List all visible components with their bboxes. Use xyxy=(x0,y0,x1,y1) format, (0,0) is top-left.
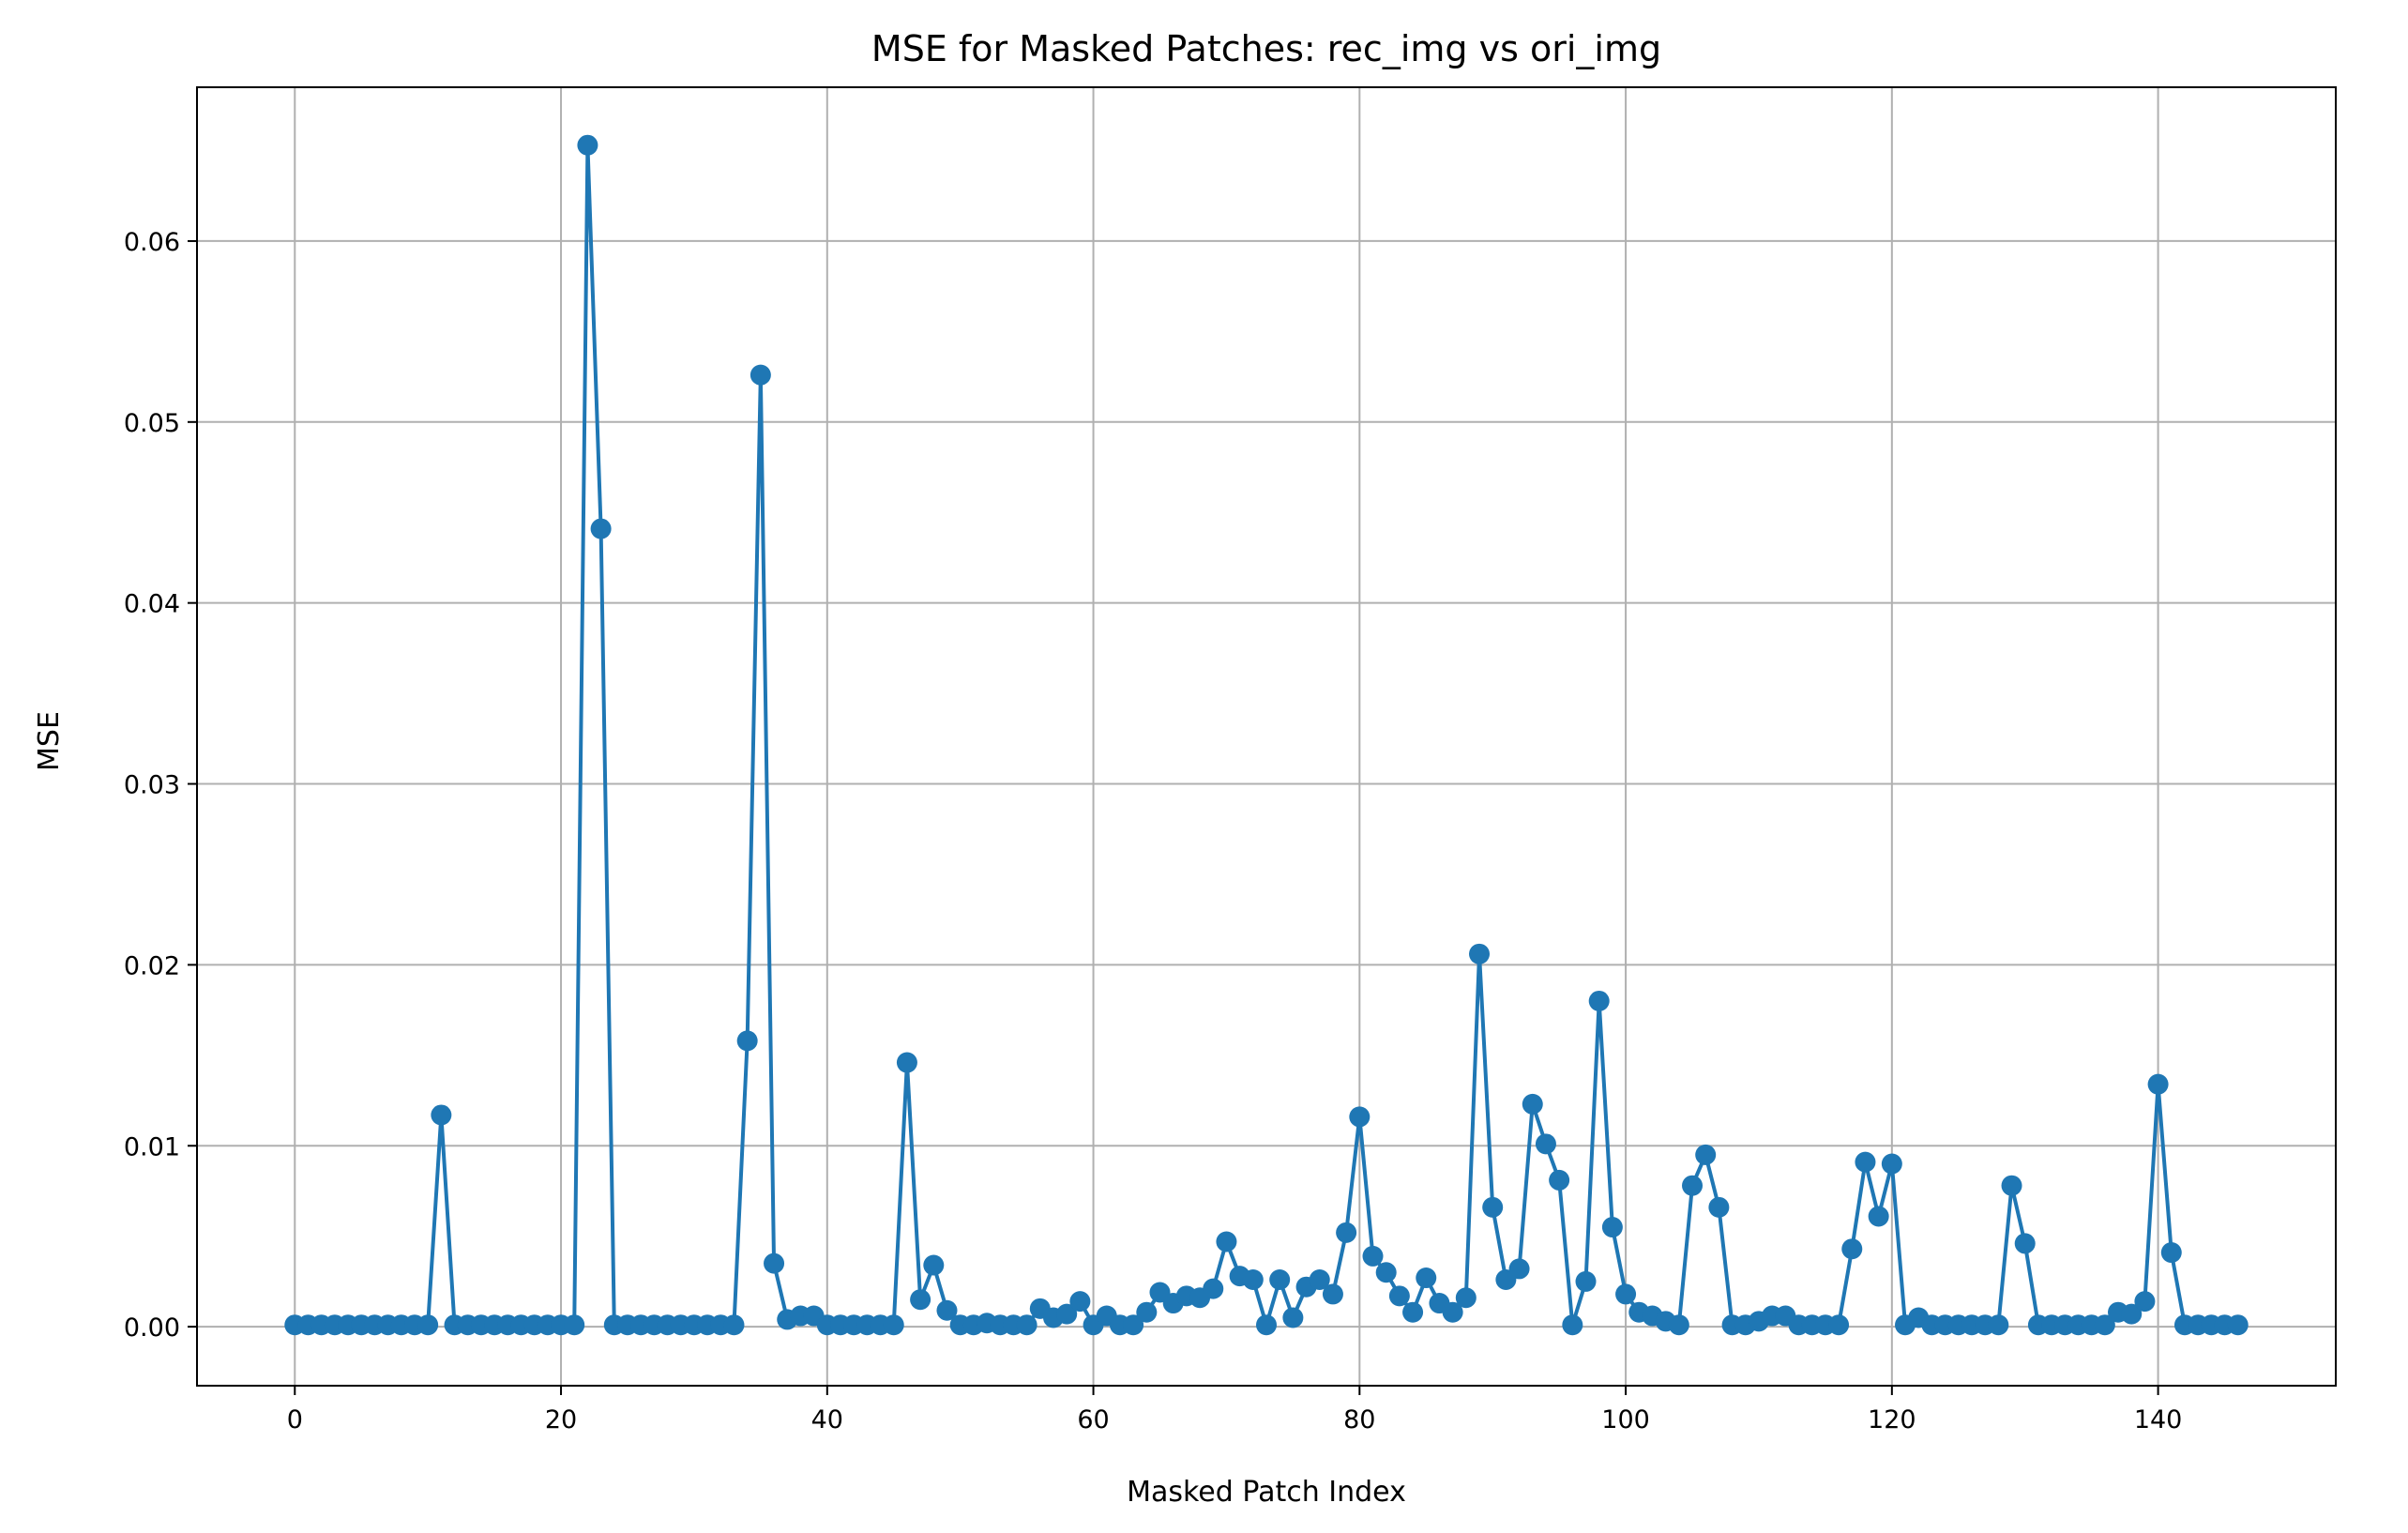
y-tick-label: 0.06 xyxy=(124,228,180,257)
data-point xyxy=(2094,1314,2115,1336)
axis-ticks: 0 20 40 60 80 100 120 140 0.00 0.01 0.02 0.03 0.04 0.… xyxy=(124,228,2182,1434)
y-tick-label: 0.04 xyxy=(124,590,180,619)
y-tick-label: 0.05 xyxy=(124,409,180,438)
data-point xyxy=(1336,1222,1357,1243)
data-point xyxy=(577,134,598,156)
data-point xyxy=(1615,1283,1637,1305)
data-point xyxy=(2134,1291,2156,1313)
data-point xyxy=(1601,1217,1623,1238)
data-point xyxy=(1469,943,1491,964)
chart-title: MSE for Masked Patches: rec_img vs ori_i… xyxy=(871,28,1661,69)
data-point xyxy=(1575,1270,1597,1292)
y-tick-label: 0.00 xyxy=(124,1313,180,1343)
x-tick-label: 120 xyxy=(1868,1405,1916,1434)
x-tick-label: 80 xyxy=(1343,1405,1375,1434)
x-tick-label: 100 xyxy=(1601,1405,1650,1434)
data-point xyxy=(1668,1314,1689,1336)
x-tick-label: 40 xyxy=(811,1405,843,1434)
data-point xyxy=(1881,1153,1902,1175)
data-point xyxy=(2160,1242,2182,1264)
data-point xyxy=(936,1299,958,1321)
data-point xyxy=(2121,1303,2143,1325)
data-point xyxy=(2001,1175,2022,1196)
plot-frame xyxy=(196,86,2337,1387)
data-point xyxy=(910,1289,931,1311)
data-point xyxy=(1388,1285,1410,1307)
data-point xyxy=(1588,990,1610,1011)
data-point xyxy=(1841,1238,1863,1260)
y-tick-label: 0.03 xyxy=(124,771,180,800)
data-point xyxy=(1562,1314,1583,1336)
data-point xyxy=(750,364,771,386)
data-point xyxy=(723,1314,745,1336)
data-point xyxy=(1256,1314,1277,1336)
data-point xyxy=(1682,1175,1704,1196)
x-tick-label: 60 xyxy=(1077,1405,1109,1434)
data-point xyxy=(1508,1258,1530,1280)
data-point xyxy=(2014,1233,2036,1254)
data-point xyxy=(1362,1245,1384,1267)
data-series xyxy=(284,134,2249,1336)
data-point xyxy=(1455,1287,1477,1309)
y-tick-label: 0.02 xyxy=(124,951,180,980)
data-point xyxy=(923,1254,945,1276)
data-point xyxy=(1522,1093,1543,1115)
data-point xyxy=(883,1314,904,1336)
y-axis-label: MSE xyxy=(33,711,66,771)
data-point xyxy=(1402,1301,1424,1323)
data-point xyxy=(1269,1268,1291,1290)
data-point xyxy=(1136,1301,1158,1323)
data-point xyxy=(1828,1314,1850,1336)
data-point xyxy=(1375,1262,1397,1283)
data-point xyxy=(1988,1314,2009,1336)
data-point xyxy=(564,1314,585,1336)
data-point xyxy=(1016,1314,1037,1336)
data-point xyxy=(736,1030,758,1052)
data-point xyxy=(1482,1196,1504,1218)
data-point xyxy=(1242,1268,1264,1290)
data-point xyxy=(2147,1073,2169,1095)
data-point xyxy=(1535,1133,1556,1155)
data-point xyxy=(417,1314,439,1336)
data-point xyxy=(2227,1314,2249,1336)
data-point xyxy=(1056,1303,1078,1325)
data-point xyxy=(1322,1283,1343,1305)
data-point xyxy=(764,1252,785,1274)
data-point xyxy=(896,1052,917,1073)
data-point xyxy=(1216,1231,1237,1252)
data-point xyxy=(431,1104,452,1126)
data-point xyxy=(1695,1144,1717,1165)
data-point xyxy=(1442,1301,1463,1323)
data-point xyxy=(590,518,612,539)
data-point xyxy=(1349,1106,1371,1128)
plot-area xyxy=(197,87,2336,1386)
grid-lines xyxy=(197,87,2336,1386)
x-tick-label: 20 xyxy=(545,1405,577,1434)
y-tick-label: 0.01 xyxy=(124,1132,180,1161)
data-point xyxy=(1282,1307,1304,1328)
data-point xyxy=(1868,1206,1889,1227)
data-point xyxy=(1123,1314,1144,1336)
x-tick-label: 140 xyxy=(2134,1405,2183,1434)
data-point xyxy=(1855,1151,1876,1173)
data-point xyxy=(1203,1278,1224,1299)
data-point xyxy=(1708,1196,1730,1218)
data-point xyxy=(1416,1267,1437,1289)
x-axis-label: Masked Patch Index xyxy=(1127,1476,1406,1509)
x-tick-label: 0 xyxy=(287,1405,303,1434)
data-point xyxy=(1309,1268,1330,1290)
data-point xyxy=(1069,1291,1091,1313)
data-point xyxy=(1549,1169,1570,1191)
